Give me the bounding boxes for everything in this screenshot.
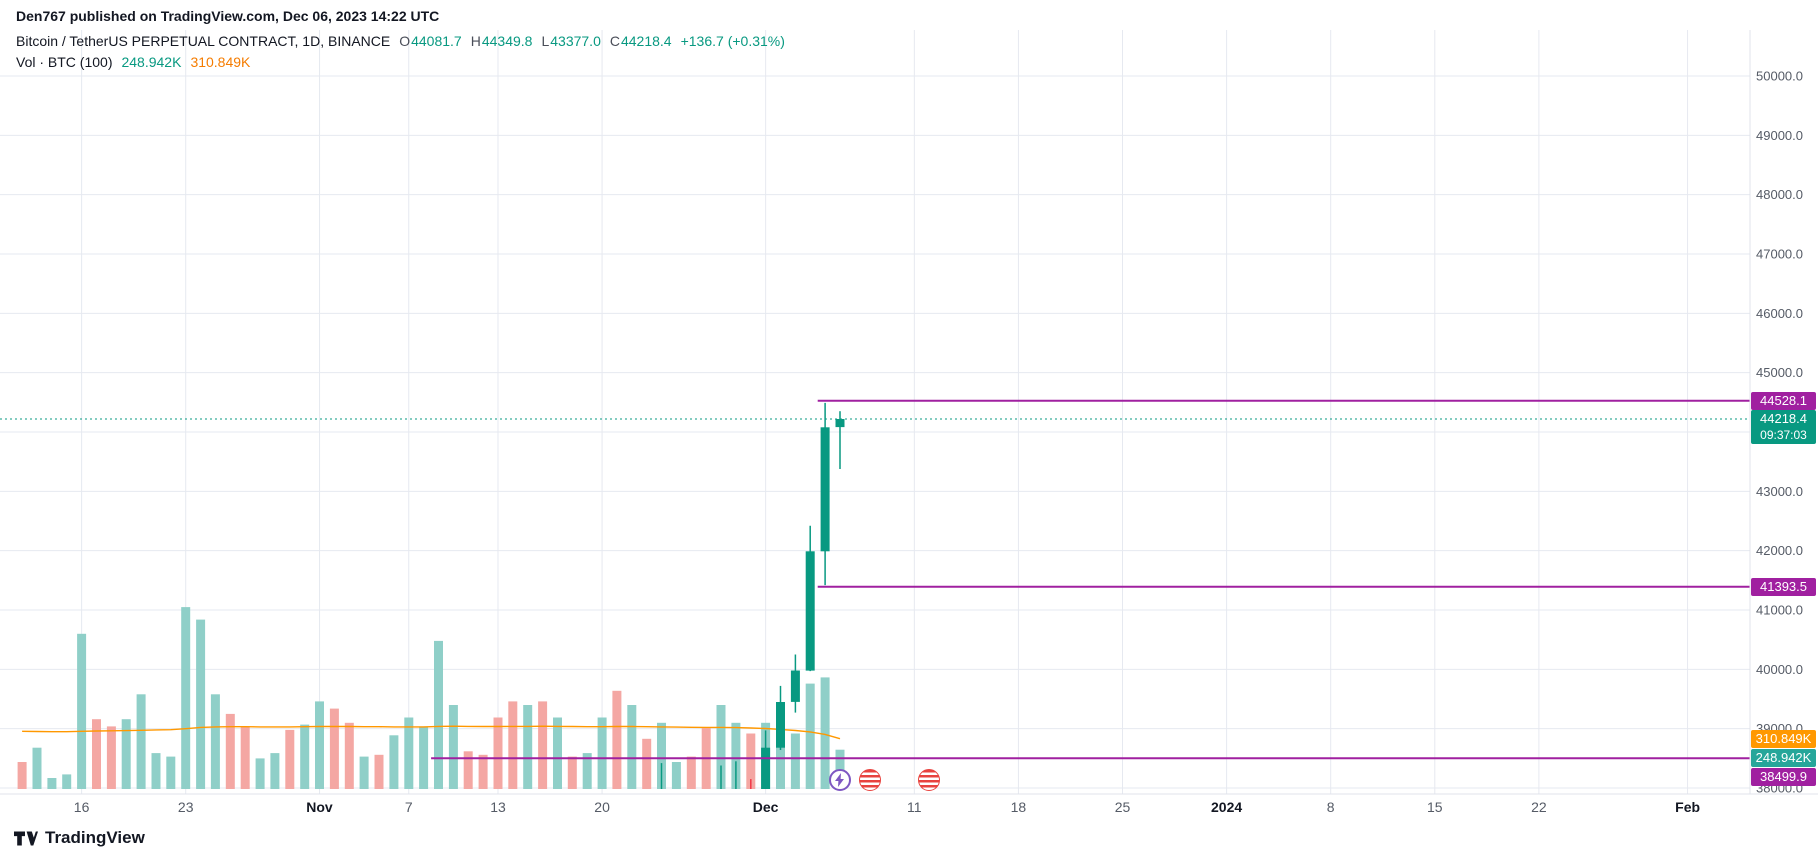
drawn-lines-layer[interactable]	[431, 399, 1750, 760]
volume-badge: 248.942K	[1751, 748, 1816, 767]
svg-text:22: 22	[1531, 799, 1547, 815]
high-letter: H	[470, 33, 481, 49]
svg-text:50000.0: 50000.0	[1756, 69, 1803, 84]
ohlc-open: O 44081.7	[399, 33, 462, 49]
open-value: 44081.7	[411, 33, 462, 49]
svg-text:Nov: Nov	[306, 799, 333, 815]
close-value: 44218.4	[620, 33, 672, 49]
high-value: 44349.8	[481, 33, 533, 49]
svg-text:16: 16	[74, 799, 90, 815]
volume-legend-row: Vol · BTC (100) 248.942K 310.849K	[16, 54, 250, 70]
svg-text:47000.0: 47000.0	[1756, 247, 1803, 262]
us-flag-event-icon[interactable]	[858, 769, 881, 791]
svg-text:42000.0: 42000.0	[1756, 543, 1803, 558]
last-price-value: 44218.4	[1760, 411, 1807, 427]
lightning-event-icon[interactable]	[828, 769, 851, 791]
close-letter: C	[609, 33, 620, 49]
tradingview-logo-icon	[14, 830, 38, 847]
time-axis[interactable]	[0, 794, 1750, 828]
price-line-badge-middle: 41393.5	[1751, 577, 1816, 596]
candles-layer	[660, 402, 845, 789]
volume-ma-line	[22, 725, 841, 740]
price-line-badge-upper: 44528.1	[1751, 391, 1816, 410]
tradingview-logo[interactable]: TradingView	[14, 828, 145, 848]
ohlc-close: C 44218.4	[610, 33, 672, 49]
ohlc-low: L 43377.0	[541, 33, 600, 49]
volume-indicator-title[interactable]: Vol · BTC (100)	[16, 54, 113, 70]
svg-text:23: 23	[178, 799, 194, 815]
svg-text:25: 25	[1115, 799, 1131, 815]
symbol-legend-row: Bitcoin / TetherUS PERPETUAL CONTRACT, 1…	[16, 33, 785, 49]
volume-ma-badge: 310.849K	[1751, 729, 1816, 748]
tradingview-logo-text: TradingView	[45, 828, 145, 847]
svg-text:13: 13	[490, 799, 506, 815]
svg-text:48000.0: 48000.0	[1756, 187, 1803, 202]
bar-countdown: 09:37:03	[1760, 428, 1807, 443]
symbol-title[interactable]: Bitcoin / TetherUS PERPETUAL CONTRACT, 1…	[16, 33, 391, 49]
svg-text:8: 8	[1327, 799, 1335, 815]
svg-text:20: 20	[594, 799, 610, 815]
open-letter: O	[399, 33, 411, 49]
time-axis-labels: 16 23 Nov 7 13 20 Dec 11 18 25 2024 8 15 22 Feb	[74, 799, 1700, 815]
price-change: +136.7 (+0.31%)	[680, 33, 785, 49]
low-value: 43377.0	[550, 33, 601, 49]
svg-text:18: 18	[1011, 799, 1027, 815]
volume-ma-value: 310.849K	[190, 54, 251, 70]
svg-text:46000.0: 46000.0	[1756, 306, 1803, 321]
low-letter: L	[541, 33, 550, 49]
svg-text:Feb: Feb	[1675, 799, 1700, 815]
us-flag-event-icon[interactable]	[918, 769, 941, 791]
grid-layer	[0, 30, 1750, 794]
svg-text:41000.0: 41000.0	[1756, 603, 1803, 618]
svg-text:11: 11	[907, 799, 922, 815]
svg-text:45000.0: 45000.0	[1756, 365, 1803, 380]
svg-text:Dec: Dec	[753, 799, 779, 815]
svg-text:43000.0: 43000.0	[1756, 484, 1803, 499]
svg-text:2024: 2024	[1211, 799, 1242, 815]
svg-text:15: 15	[1427, 799, 1443, 815]
ohlc-high: H 44349.8	[471, 33, 533, 49]
attribution-text: Den767 published on TradingView.com, Dec…	[16, 8, 440, 24]
svg-text:7: 7	[405, 799, 413, 815]
last-price-badge: 44218.4 09:37:03	[1751, 410, 1816, 445]
price-line-badge-lower: 38499.9	[1751, 767, 1816, 786]
svg-text:49000.0: 49000.0	[1756, 128, 1803, 143]
svg-text:40000.0: 40000.0	[1756, 662, 1803, 677]
volume-value: 248.942K	[121, 54, 182, 70]
